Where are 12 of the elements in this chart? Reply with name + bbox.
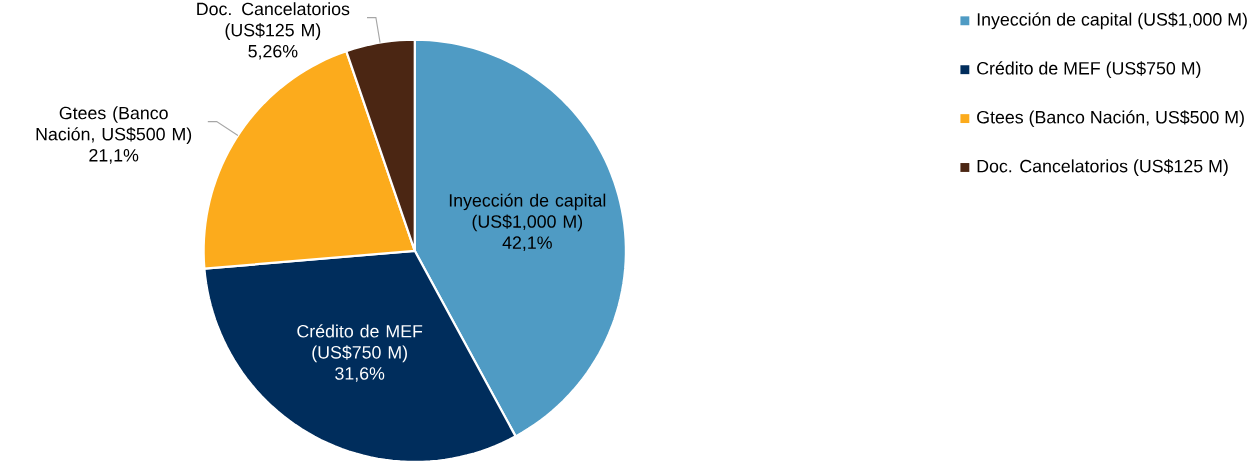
slice-label: Crédito de MEF (US$750 M) bbox=[297, 324, 423, 363]
slice-label: Inyección de capital (US$1,000 M) bbox=[449, 193, 606, 232]
slice-label: Gtees (Banco Nación, US$500 M) bbox=[36, 106, 192, 144]
legend-label: Crédito de MEF (US$750 M) bbox=[977, 61, 1201, 79]
legend-label: Doc. Cancelatorios (US$125 M) bbox=[977, 159, 1228, 176]
slice-label: Doc. Cancelatorios (US$125 M) bbox=[197, 2, 350, 40]
legend-label: Inyección de capital (US$1,000 M) bbox=[977, 12, 1247, 30]
data-label: 21,1% bbox=[89, 148, 139, 164]
data-label: 31,6% bbox=[335, 367, 385, 382]
data-label: 42,1% bbox=[502, 236, 552, 251]
data-label: 5,26% bbox=[248, 44, 298, 60]
legend-label: Gtees (Banco Nación, US$500 M) bbox=[977, 110, 1244, 127]
